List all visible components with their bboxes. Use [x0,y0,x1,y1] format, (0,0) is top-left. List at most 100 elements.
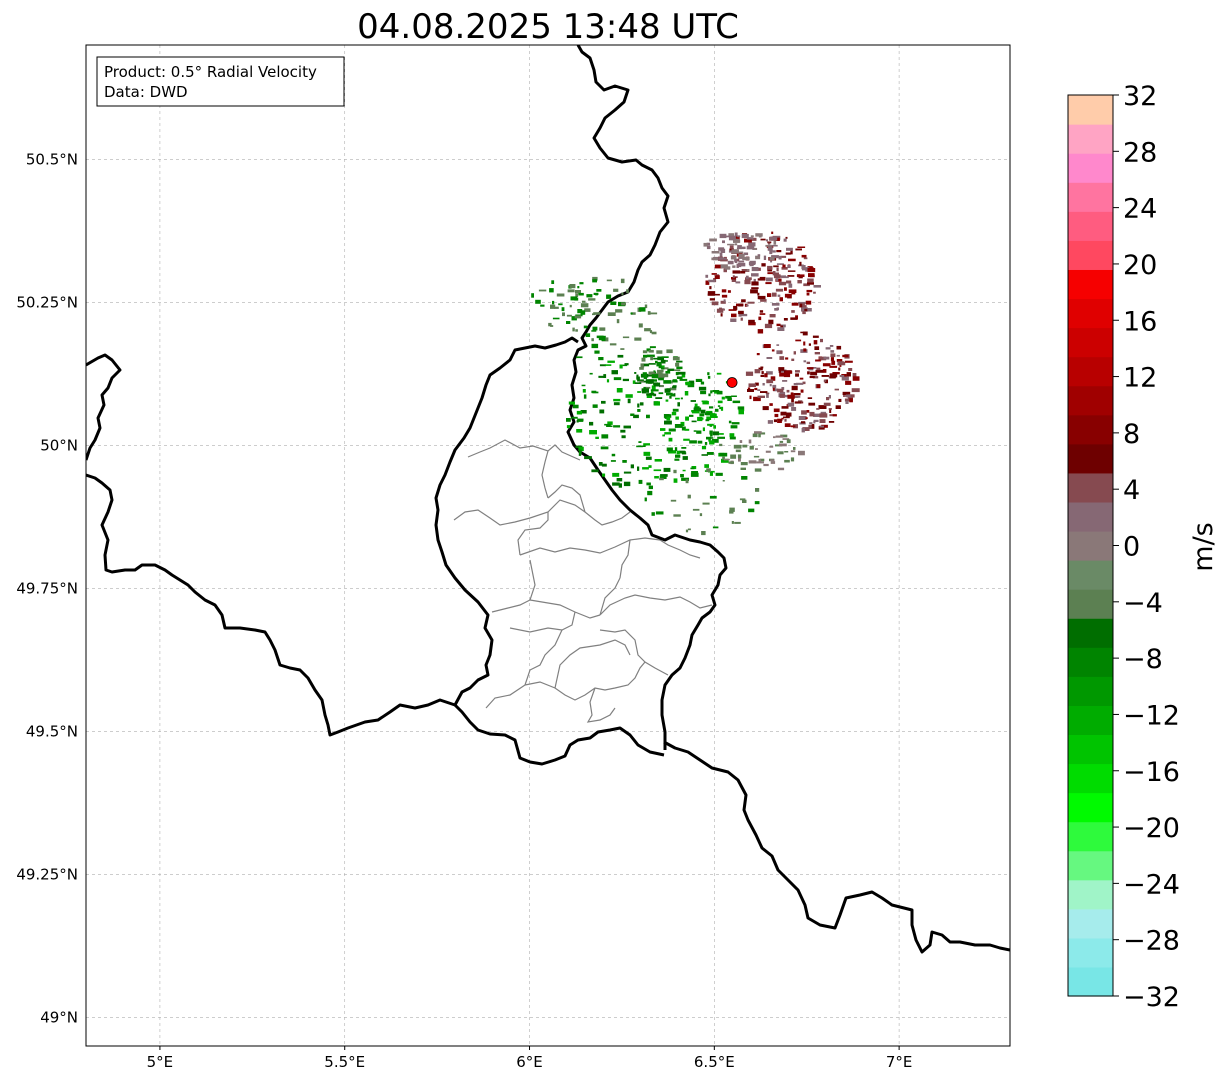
echo-pixel [636,374,639,378]
echo-pixel [790,250,793,255]
colorbar-segment [1068,966,1113,997]
echo-pixel [641,388,649,393]
echo-pixel [691,471,698,475]
echo-pixel [790,450,796,453]
echo-pixel [706,416,712,420]
echo-pixel [798,276,803,279]
echo-pixel [606,379,610,383]
echo-pixel [788,258,796,262]
echo-pixel [612,472,620,477]
echo-pixel [705,274,709,278]
echo-pixel [716,372,722,375]
echo-pixel [591,390,597,394]
echo-pixel [755,255,761,260]
echo-pixel [846,372,851,377]
echo-pixel [659,385,664,388]
echo-pixel [645,379,654,384]
echo-pixel [806,367,814,370]
colorbar-segment [1068,647,1113,677]
echo-pixel [753,278,756,282]
echo-pixel [620,278,625,284]
echo-pixel [811,424,815,429]
x-tick-label: 6°E [516,1053,543,1071]
echo-pixel [634,372,637,374]
echo-pixel [592,279,597,283]
echo-pixel [713,425,716,429]
echo-pixel [729,510,734,514]
echo-pixel [641,357,646,362]
colorbar-tick-label: −20 [1123,813,1180,844]
echo-pixel [717,400,723,404]
echo-pixel [707,291,716,296]
echo-pixel [807,397,813,399]
echo-pixel [754,387,758,391]
echo-pixel [675,454,681,458]
echo-pixel [610,460,616,462]
echo-pixel [731,277,737,280]
echo-pixel [807,278,814,283]
echo-pixel [818,405,827,409]
echo-pixel [770,459,775,462]
echo-pixel [750,289,758,294]
echo-pixel [791,310,795,313]
echo-pixel [760,366,764,369]
echo-pixel [638,323,643,328]
echo-pixel [610,301,617,305]
echo-pixel [704,442,708,445]
echo-pixel [776,323,781,327]
echo-pixel [681,426,686,431]
echo-pixel [682,469,686,472]
echo-pixel [784,459,790,463]
echo-pixel [776,307,779,311]
echo-pixel [574,315,582,319]
echo-pixel [823,356,830,360]
echo-pixel [578,446,584,452]
echo-pixel [803,257,808,260]
echo-pixel [680,474,684,478]
echo-pixel [643,374,647,380]
echo-pixel [630,312,633,315]
echo-pixel [720,248,726,253]
echo-pixel [649,330,653,334]
echo-pixel [737,406,745,410]
echo-pixel [738,310,744,315]
echo-pixel [566,425,571,429]
echo-pixel [748,383,756,387]
echo-pixel [767,265,773,270]
echo-pixel [594,350,600,354]
colorbar-tick-label: 4 [1123,475,1140,506]
echo-pixel [809,422,813,425]
echo-pixel [845,400,849,404]
echo-pixel [818,426,825,430]
echo-pixel [674,458,680,461]
echo-pixel [741,233,749,239]
echo-pixel [727,260,734,265]
echo-pixel [828,421,835,423]
echo-pixel [709,495,717,499]
echo-pixel [783,372,791,378]
echo-pixel [710,390,713,394]
echo-pixel [842,354,849,358]
echo-pixel [754,468,762,472]
echo-pixel [777,327,785,331]
echo-pixel [741,246,746,249]
echo-pixel [807,371,810,375]
echo-pixel [651,512,655,516]
echo-pixel [787,394,795,399]
echo-pixel [844,360,853,363]
echo-pixel [803,348,807,352]
echo-pixel [776,350,783,355]
echo-pixel [642,390,647,394]
echo-pixel [675,362,680,367]
echo-pixel [780,434,788,438]
echo-pixel [653,357,660,360]
echo-pixel [741,254,745,256]
echo-pixel [762,383,765,386]
echo-pixel [689,440,697,444]
echo-pixel [664,388,671,393]
echo-pixel [759,310,764,313]
echo-pixel [584,456,592,460]
echo-pixel [760,391,768,393]
echo-pixel [663,414,670,418]
echo-pixel [588,298,596,301]
